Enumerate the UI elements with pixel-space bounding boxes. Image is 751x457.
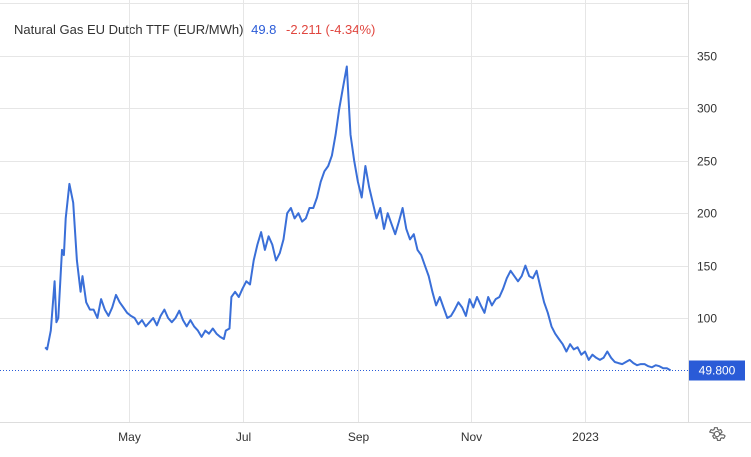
last-value-tag-group: 49.800 <box>0 360 745 381</box>
price-line <box>44 65 672 372</box>
price-change: -2.211 (-4.34%) <box>286 22 376 37</box>
axes: 100 150 200 250 300 350 May Jul Sep Nov 2023 <box>0 0 751 444</box>
last-price: 49.8 <box>251 22 277 37</box>
series-layer <box>44 65 672 372</box>
y-tick-label: 300 <box>697 102 717 116</box>
x-tick-label: May <box>118 430 141 444</box>
y-tick-label: 250 <box>697 155 717 169</box>
x-tick-label: Nov <box>461 430 482 444</box>
y-tick-label: 100 <box>697 312 717 326</box>
y-tick-label: 350 <box>697 50 717 64</box>
x-tick-label: 2023 <box>572 430 599 444</box>
x-tick-label: Sep <box>348 430 370 444</box>
last-value-tag <box>689 360 745 381</box>
gear-icon[interactable] <box>708 425 726 443</box>
y-tick-label: 150 <box>697 260 717 274</box>
y-tick-label: 200 <box>697 207 717 221</box>
chart-header: Natural Gas EU Dutch TTF (EUR/MWh) 49.8 … <box>14 22 375 37</box>
x-tick-label: Jul <box>236 430 251 444</box>
last-value-tag-label: 49.800 <box>699 364 736 378</box>
chart-title: Natural Gas EU Dutch TTF (EUR/MWh) <box>14 22 244 37</box>
grid <box>0 0 688 423</box>
